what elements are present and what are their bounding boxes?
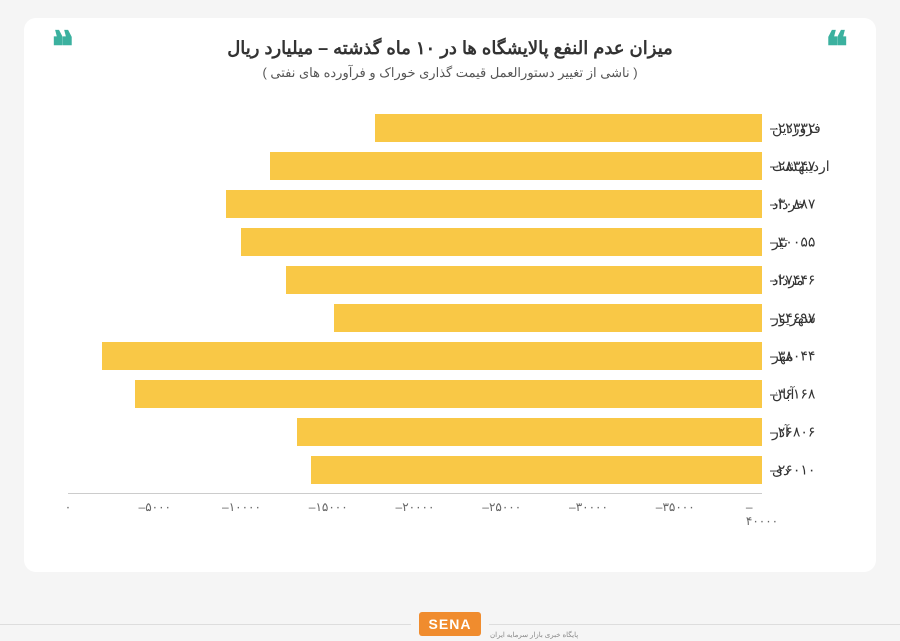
bar: –۳۸۰۴۴ [102,342,762,370]
x-tick: –۵۰۰۰ [139,500,171,514]
bar: –۳۰۸۸۷ [226,190,762,218]
bar: –۲۴۶۹۷ [334,304,762,332]
footer-line-left [489,624,900,625]
chart-card: ❝ ❝ میزان عدم النفع پالایشگاه ها در ۱۰ م… [24,18,876,572]
x-tick: –۳۰۰۰۰ [569,500,608,514]
bar-value: –۳۶۱۶۸ [770,386,815,403]
bar-value: –۲۸۳۴۷ [770,158,815,175]
bar-row: آبان–۳۶۱۶۸ [68,375,762,413]
bar: –۳۶۱۶۸ [135,380,763,408]
quote-icon-left: ❝ [52,34,75,63]
x-tick: –۲۰۰۰۰ [396,500,435,514]
chart-subtitle: ( ناشی از تغییر دستورالعمل قیمت گذاری خو… [48,65,852,81]
bar-value: –۲۴۶۹۷ [770,310,815,327]
bar-row: تیر–۳۰۰۵۵ [68,223,762,261]
x-tick: ۰ [65,500,71,514]
footer-line-right [0,624,411,625]
logo-subtext: پایگاه خبری بازار سرمایه ایران [490,631,578,639]
x-tick: –۳۵۰۰۰ [656,500,695,514]
chart-title: میزان عدم النفع پالایشگاه ها در ۱۰ ماه گ… [48,38,852,59]
bar-row: شهریور–۲۴۶۹۷ [68,299,762,337]
bar-value: –۲۲۳۳۲ [770,120,815,137]
logo-text: SENA [429,616,472,632]
x-tick: –۱۵۰۰۰ [309,500,348,514]
bar-row: خرداد–۳۰۸۸۷ [68,185,762,223]
bar: –۲۷۴۴۶ [286,266,762,294]
bar-row: مرداد–۲۷۴۴۶ [68,261,762,299]
bar-value: –۲۷۴۴۶ [770,272,815,289]
bar: –۲۶۰۱۰ [311,456,762,484]
bar-row: فروردین–۲۲۳۳۲ [68,109,762,147]
bar-value: –۲۶۰۱۰ [770,462,815,479]
bar-row: اردیبهشت–۲۸۳۴۷ [68,147,762,185]
x-tick: –۴۰۰۰۰ [746,500,778,528]
bar: –۲۲۳۳۲ [375,114,762,142]
x-tick: –۱۰۰۰۰ [222,500,261,514]
quote-icon-right: ❝ [825,34,848,63]
bars-container: فروردین–۲۲۳۳۲اردیبهشت–۲۸۳۴۷خرداد–۳۰۸۸۷تی… [68,109,762,489]
bar-value: –۳۸۰۴۴ [770,348,815,365]
footer: SENA پایگاه خبری بازار سرمایه ایران [0,607,900,641]
bar-row: آذر–۲۶۸۰۶ [68,413,762,451]
chart-area: فروردین–۲۲۳۳۲اردیبهشت–۲۸۳۴۷خرداد–۳۰۸۸۷تی… [68,109,762,529]
bar-row: مهر–۳۸۰۴۴ [68,337,762,375]
bar: –۳۰۰۵۵ [241,228,762,256]
bar-value: –۲۶۸۰۶ [770,424,815,441]
bar: –۲۶۸۰۶ [297,418,762,446]
bar-row: دی–۲۶۰۱۰ [68,451,762,489]
bar-value: –۳۰۰۵۵ [770,234,815,251]
logo: SENA [419,612,482,636]
x-axis: ۰ –۵۰۰۰ –۱۰۰۰۰ –۱۵۰۰۰ –۲۰۰۰۰ –۲۵۰۰۰ –۳۰۰۰۰ –۳۵۰… [68,493,762,523]
bar: –۲۸۳۴۷ [270,152,762,180]
bar-value: –۳۰۸۸۷ [770,196,815,213]
x-tick: –۲۵۰۰۰ [482,500,521,514]
